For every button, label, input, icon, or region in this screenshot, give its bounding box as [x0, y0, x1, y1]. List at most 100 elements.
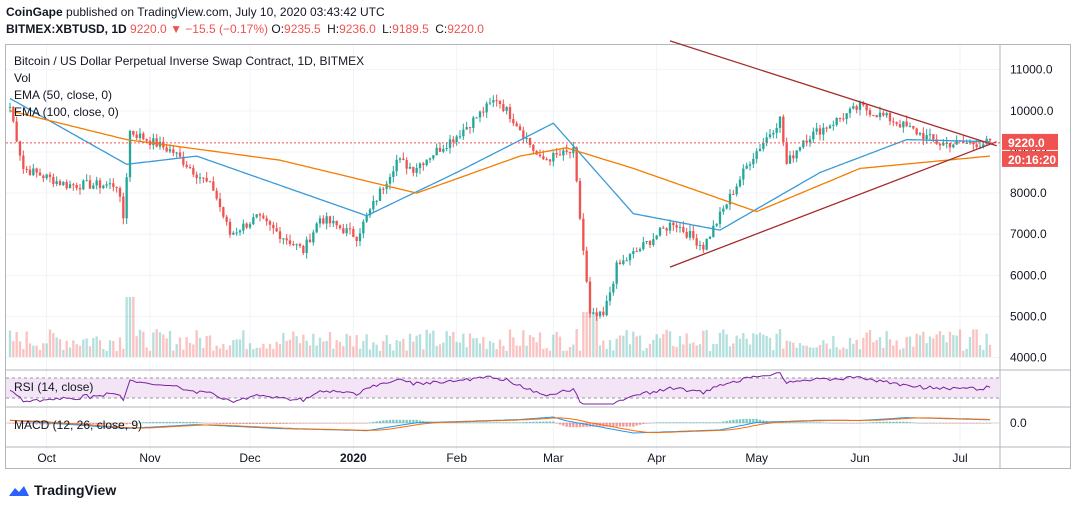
x-tick-label: Jul — [952, 451, 967, 465]
macd-histogram-bar — [635, 423, 638, 426]
macd-histogram-bar — [958, 423, 962, 424]
volume-bar — [655, 334, 658, 357]
volume-bar — [375, 344, 378, 357]
volume-bar — [482, 337, 485, 357]
macd-histogram-bar — [508, 422, 512, 423]
macd-histogram-bar — [485, 422, 488, 423]
volume-bar — [862, 337, 865, 357]
volume-bar — [342, 346, 345, 357]
candle-body — [835, 117, 838, 125]
volume-bar — [978, 345, 982, 357]
candle-body — [258, 214, 262, 216]
candle-body — [468, 127, 472, 129]
macd-histogram-bar — [782, 422, 785, 423]
candle-body — [398, 158, 402, 160]
candle-body — [742, 168, 745, 180]
macd-axis-label: 0.0 — [1010, 416, 1027, 430]
candle-body — [212, 181, 215, 191]
macd-histogram-bar — [798, 422, 802, 423]
candle-body — [475, 117, 478, 119]
macd-histogram-bar — [608, 423, 612, 427]
volume-bar — [985, 333, 988, 357]
volume-bar — [835, 347, 838, 357]
macd-histogram-bar — [98, 423, 102, 425]
candle-body — [882, 112, 885, 116]
candle-body — [482, 111, 485, 113]
macd-histogram-bar — [482, 422, 485, 423]
volume-bar — [808, 347, 812, 357]
volume-bar — [542, 348, 545, 357]
volume-bar — [632, 331, 635, 357]
candle-body — [715, 223, 718, 226]
macd-histogram-bar — [612, 423, 615, 427]
candle-body — [122, 196, 125, 219]
macd-histogram-bar — [488, 422, 492, 423]
macd-histogram-bar — [398, 419, 402, 423]
volume-bar — [265, 348, 268, 357]
candle-body — [538, 154, 542, 157]
candle-body — [965, 143, 968, 145]
low-label: L: — [382, 22, 393, 36]
volume-bar — [938, 331, 942, 357]
candle-body — [135, 134, 138, 138]
tradingview-brand[interactable]: TradingView — [8, 482, 116, 498]
volume-bar — [325, 340, 328, 357]
macd-histogram-bar — [688, 422, 692, 423]
volume-bar — [762, 334, 765, 357]
candle-body — [205, 177, 208, 182]
macd-histogram-bar — [142, 422, 145, 423]
volume-bar — [292, 331, 295, 357]
candle-body — [422, 163, 425, 166]
candle-body — [805, 140, 808, 143]
candle-body — [658, 227, 662, 236]
macd-histogram-bar — [658, 422, 662, 423]
volume-bar — [508, 329, 512, 357]
candle-body — [225, 216, 228, 222]
volume-bar — [202, 347, 205, 357]
volume-bar — [172, 350, 175, 357]
volume-bar — [488, 341, 492, 357]
volume-bar — [932, 338, 935, 357]
volume-bar — [945, 342, 948, 357]
volume-bar — [225, 349, 228, 357]
candle-body — [702, 244, 705, 250]
candle-body — [322, 218, 325, 224]
volume-bar — [12, 341, 15, 357]
macd-histogram-bar — [822, 422, 825, 423]
macd-histogram-bar — [625, 423, 628, 427]
volume-bar — [322, 341, 325, 357]
candle-body — [852, 106, 855, 109]
candle-body — [872, 114, 875, 116]
volume-bar — [652, 339, 655, 357]
macd-histogram-bar — [732, 419, 735, 423]
volume-bar — [618, 335, 622, 357]
macd-histogram-bar — [878, 421, 882, 423]
volume-bar — [785, 340, 788, 357]
candle-body — [75, 184, 78, 189]
volume-bar — [948, 331, 952, 357]
macd-histogram-bar — [788, 422, 792, 423]
candle-body — [555, 152, 558, 155]
candle-body — [98, 180, 102, 188]
candle-body — [678, 227, 682, 229]
macd-histogram-bar — [808, 422, 812, 423]
macd-histogram-bar — [935, 423, 938, 424]
candle-body — [608, 292, 612, 301]
volume-bar — [908, 336, 912, 357]
macd-histogram-bar — [32, 423, 35, 425]
candle-body — [478, 111, 482, 118]
candle-body — [815, 128, 818, 132]
macd-histogram-bar — [548, 421, 552, 423]
candle-body — [202, 177, 205, 179]
candle-body — [368, 209, 372, 216]
candle-body — [972, 142, 975, 145]
volume-bar — [982, 349, 985, 357]
macd-histogram-bar — [695, 422, 698, 423]
macd-histogram-bar — [985, 423, 988, 424]
macd-histogram-bar — [102, 423, 105, 425]
candle-body — [495, 100, 498, 102]
macd-histogram-bar — [188, 421, 192, 423]
ema100-label: EMA (100, close, 0) — [14, 105, 119, 119]
volume-bar — [388, 343, 392, 357]
